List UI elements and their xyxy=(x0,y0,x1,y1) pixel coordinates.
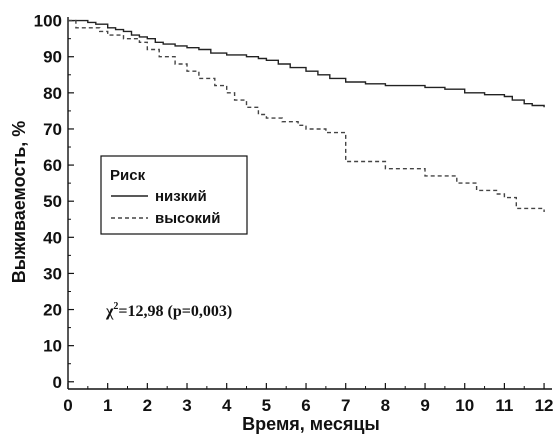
x-tick-label: 0 xyxy=(63,396,72,415)
y-tick-label: 60 xyxy=(43,156,62,175)
x-tick-label: 6 xyxy=(301,396,310,415)
legend-title: Риск xyxy=(110,167,146,184)
x-tick-label: 10 xyxy=(455,396,474,415)
x-tick-label: 3 xyxy=(182,396,191,415)
x-tick-label: 1 xyxy=(103,396,112,415)
chi-superscript: 2 xyxy=(113,301,118,312)
x-tick-label: 12 xyxy=(535,396,554,415)
legend-label-high: высокий xyxy=(155,210,221,227)
x-tick-label: 8 xyxy=(381,396,390,415)
x-tick-label: 5 xyxy=(262,396,271,415)
y-tick-label: 0 xyxy=(53,373,62,392)
y-tick-label: 50 xyxy=(43,192,62,211)
y-tick-label: 30 xyxy=(43,264,62,283)
x-tick-label: 9 xyxy=(420,396,429,415)
legend: Риск низкий высокий xyxy=(100,155,248,235)
x-tick-label: 2 xyxy=(143,396,152,415)
y-tick-label: 70 xyxy=(43,120,62,139)
y-tick-label: 80 xyxy=(43,84,62,103)
y-tick-label: 20 xyxy=(43,301,62,320)
series-line-high-risk xyxy=(68,19,545,212)
legend-label-low: низкий xyxy=(155,188,207,205)
y-axis-title: Выживаемость, % xyxy=(9,121,29,284)
y-tick-label: 90 xyxy=(43,48,62,67)
series-lines xyxy=(68,19,545,212)
axes xyxy=(67,17,552,390)
y-tick-label: 40 xyxy=(43,228,62,247)
series-line-low-risk xyxy=(68,19,545,108)
x-axis-title: Время, месяцы xyxy=(242,414,380,434)
chi-square-annotation: χ2=12,98 (p=0,003) xyxy=(105,301,232,320)
x-tick-label: 11 xyxy=(495,396,513,415)
x-tick-label: 7 xyxy=(341,396,350,415)
chi-value: =12,98 (p=0,003) xyxy=(118,303,232,320)
legend-box xyxy=(100,155,248,235)
chi-symbol: χ xyxy=(105,303,114,320)
x-tick-label: 4 xyxy=(222,396,232,415)
y-tick-label: 10 xyxy=(43,337,62,356)
y-tick-label: 100 xyxy=(34,12,62,31)
